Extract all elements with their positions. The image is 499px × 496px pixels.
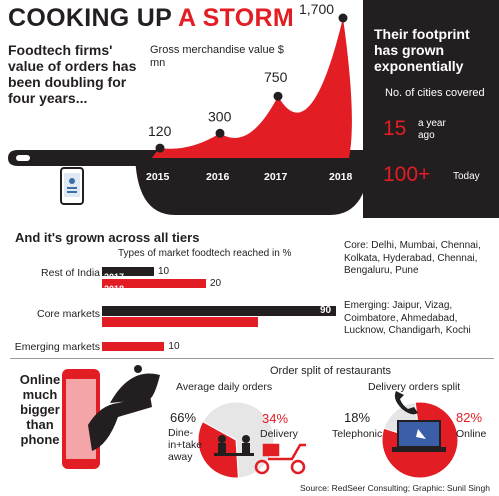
pie1-title: Average daily orders [176,381,273,393]
gmv-axis-label: Gross merchandise value $ mn [150,44,284,69]
pan-body [135,150,370,215]
bar-core-2017 [102,306,336,316]
lede-text: Foodtech firms' value of orders has been… [8,42,137,106]
core-markets-note: Core: Delhi, Mumbai, Chennai, Kolkata, H… [344,240,494,278]
gmv-plot-group: 120 2015 300 2016 750 2017 1,700 2018 [8,1,370,215]
pie1-delivery-label: Delivery [260,428,298,440]
gmv-value-label-2017: 750 [264,69,288,85]
pie1-dinein-pct: 66% [170,410,197,425]
footprint-panel [363,0,499,218]
gmv-points: 120 2015 300 2016 750 2017 1,700 2018 [146,1,353,183]
phone-icon-screen [64,173,80,197]
category-emerging-markets: Emerging markets [14,341,100,353]
value-emerging-2018: 10 [168,341,180,352]
value-rest-2018: 20 [210,278,222,289]
section-divider [10,358,494,359]
gmv-point-2018 [338,13,348,23]
category-rest-of-india: Rest of India [41,267,100,279]
pan-handle-hole [16,155,30,161]
gmv-value-label-2016: 300 [208,108,232,124]
footprint-then-value: 15 [383,117,407,140]
footprint-now-caption: Today [453,171,480,182]
headline-part1: COOKING UP [8,4,172,32]
gmv-year-label-2015: 2015 [146,171,170,183]
split-heading: Order split of restaurants [270,365,392,377]
pie1-dinein-label: Dine-in+take away [168,427,203,463]
footprint-then-caption: a year ago [418,118,446,141]
gmv-point-2016 [215,128,225,138]
hand-illustration [88,395,152,451]
tiers-title: And it's grown across all tiers [15,230,200,245]
laptop-icon [392,420,446,452]
pie2-online-label: Online [456,428,487,440]
gmv-year-label-2016: 2016 [206,171,230,183]
pan-handle [8,150,140,166]
bar-rest-2018-tag: 2018 [104,284,125,294]
headline: COOKING UP A STORM [8,4,294,33]
telephone-icon [394,391,418,415]
footprint-subheading: No. of cities covered [385,87,485,99]
headline-part2: A STORM [178,4,294,32]
gmv-area [140,18,352,158]
pies-graphic [62,365,459,479]
gmv-chart: 120 2015 300 2016 750 2017 1,700 2018 [8,1,370,215]
footprint-now-value: 100+ [383,163,431,186]
tiers-subtitle: Types of market foodtech reached in % [118,248,292,259]
pie2-online-pct: 82% [456,410,483,425]
cloche-knob [134,365,142,373]
gmv-point-2015 [155,143,165,153]
emerging-markets-text: Emerging: Jaipur, Vizag, Coimbatore, Ahm… [344,300,471,336]
phone-illustration-screen [66,379,96,459]
bar-core-2018 [102,317,258,327]
gmv-value-label-2015: 120 [148,123,172,139]
scooter-icon [254,443,306,475]
bar-rest-2018: 2018 [102,279,206,294]
diners-illustration [214,435,254,456]
phone-icon-line1 [67,187,77,189]
bar-emerging-2018 [102,342,165,351]
value-rest-2017: 10 [158,266,170,277]
bar-rest-2017: 2017 [102,267,154,282]
source-credit: Source: RedSeer Consulting; Graphic: Sun… [300,483,490,493]
value-core-2017: 90 [320,305,332,316]
pie2-telephonic-label: Telephonic [332,428,383,440]
gmv-year-label-2017: 2017 [264,171,288,183]
cloche-icon [110,373,160,403]
gmv-value-label-2018: 1,700 [299,1,334,17]
gmv-point-2017 [273,91,283,101]
category-core-markets: Core markets [36,308,100,320]
emerging-markets-note: Emerging: Jaipur, Vizag, Coimbatore, Ahm… [344,300,494,338]
pie1-delivery-pct: 34% [262,411,289,426]
core-markets-text: Core: Delhi, Mumbai, Chennai, Kolkata, H… [344,240,481,276]
online-heading: Online much bigger than phone [19,372,61,447]
footprint-heading: Their footprint has grown exponentially [374,26,470,74]
phone-icon-line2 [67,191,77,193]
gmv-year-label-2018: 2018 [329,171,353,183]
pie2-title: Delivery orders split [368,381,461,393]
phone-icon-avatar [69,178,75,184]
pie2-telephonic-pct: 18% [344,410,371,425]
bar-rest-2017-tag: 2017 [104,272,125,282]
